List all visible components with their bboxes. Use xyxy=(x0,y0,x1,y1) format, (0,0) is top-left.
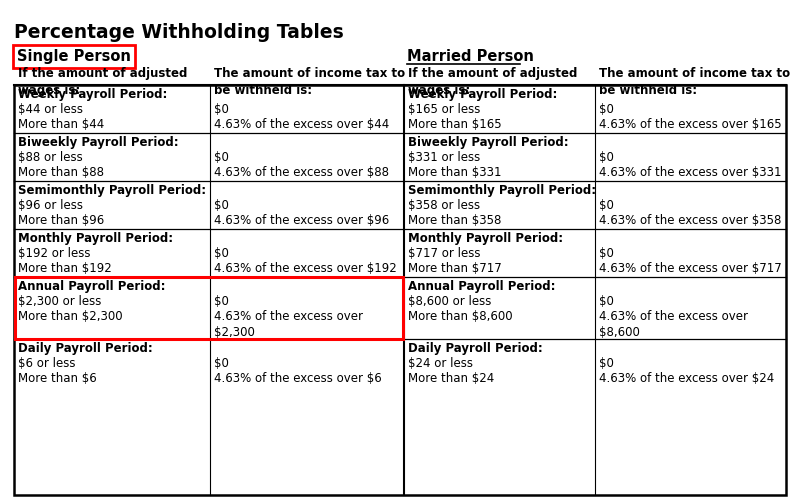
Text: Weekly Payroll Period:: Weekly Payroll Period: xyxy=(408,88,558,101)
Text: $0: $0 xyxy=(599,357,614,370)
Text: Monthly Payroll Period:: Monthly Payroll Period: xyxy=(18,232,173,245)
Text: $6 or less: $6 or less xyxy=(18,357,75,370)
Text: More than $331: More than $331 xyxy=(408,165,502,179)
Text: If the amount of adjusted
wages is:: If the amount of adjusted wages is: xyxy=(18,67,187,97)
Text: $0: $0 xyxy=(214,103,229,116)
Text: $44 or less: $44 or less xyxy=(18,103,83,116)
Text: 4.63% of the excess over
$2,300: 4.63% of the excess over $2,300 xyxy=(214,309,363,339)
Text: $0: $0 xyxy=(214,151,229,164)
Text: 4.63% of the excess over $717: 4.63% of the excess over $717 xyxy=(599,262,782,275)
Text: The amount of income tax to
be withheld is:: The amount of income tax to be withheld … xyxy=(214,67,405,97)
Text: 4.63% of the excess over
$8,600: 4.63% of the excess over $8,600 xyxy=(599,309,748,339)
Text: Semimonthly Payroll Period:: Semimonthly Payroll Period: xyxy=(408,184,596,197)
Text: If the amount of adjusted
wages is:: If the amount of adjusted wages is: xyxy=(408,67,578,97)
Text: Monthly Payroll Period:: Monthly Payroll Period: xyxy=(408,232,563,245)
Text: 4.63% of the excess over $96: 4.63% of the excess over $96 xyxy=(214,213,390,226)
Text: $2,300 or less: $2,300 or less xyxy=(18,295,102,308)
Text: More than $717: More than $717 xyxy=(408,262,502,275)
Text: $0: $0 xyxy=(599,151,614,164)
Text: $88 or less: $88 or less xyxy=(18,151,82,164)
Text: $8,600 or less: $8,600 or less xyxy=(408,295,491,308)
Text: $0: $0 xyxy=(214,357,229,370)
Text: More than $6: More than $6 xyxy=(18,372,97,384)
Text: $0: $0 xyxy=(214,295,229,308)
Text: Single Person: Single Person xyxy=(17,49,131,64)
Text: Married Person: Married Person xyxy=(407,49,534,64)
Text: $165 or less: $165 or less xyxy=(408,103,480,116)
Text: More than $88: More than $88 xyxy=(18,165,104,179)
Text: More than $2,300: More than $2,300 xyxy=(18,309,122,322)
Text: 4.63% of the excess over $358: 4.63% of the excess over $358 xyxy=(599,213,782,226)
Text: 4.63% of the excess over $88: 4.63% of the excess over $88 xyxy=(214,165,389,179)
Text: $0: $0 xyxy=(214,247,229,260)
Text: $0: $0 xyxy=(599,295,614,308)
Text: The amount of income tax to
be withheld is:: The amount of income tax to be withheld … xyxy=(599,67,790,97)
Text: 4.63% of the excess over $6: 4.63% of the excess over $6 xyxy=(214,372,382,384)
Text: $717 or less: $717 or less xyxy=(408,247,481,260)
Text: 4.63% of the excess over $44: 4.63% of the excess over $44 xyxy=(214,118,390,130)
Text: $192 or less: $192 or less xyxy=(18,247,90,260)
Text: $0: $0 xyxy=(599,103,614,116)
Text: 4.63% of the excess over $24: 4.63% of the excess over $24 xyxy=(599,372,774,384)
Text: $96 or less: $96 or less xyxy=(18,199,83,212)
Text: $331 or less: $331 or less xyxy=(408,151,480,164)
Text: 4.63% of the excess over $165: 4.63% of the excess over $165 xyxy=(599,118,782,130)
Text: More than $192: More than $192 xyxy=(18,262,112,275)
Bar xyxy=(15,277,403,339)
Text: $24 or less: $24 or less xyxy=(408,357,473,370)
Text: More than $44: More than $44 xyxy=(18,118,104,130)
Text: Biweekly Payroll Period:: Biweekly Payroll Period: xyxy=(18,136,178,149)
Text: Semimonthly Payroll Period:: Semimonthly Payroll Period: xyxy=(18,184,206,197)
Text: Daily Payroll Period:: Daily Payroll Period: xyxy=(18,342,153,355)
Text: Annual Payroll Period:: Annual Payroll Period: xyxy=(408,280,555,293)
Text: Percentage Withholding Tables: Percentage Withholding Tables xyxy=(14,23,344,42)
Text: $0: $0 xyxy=(599,247,614,260)
Text: Daily Payroll Period:: Daily Payroll Period: xyxy=(408,342,542,355)
Text: Annual Payroll Period:: Annual Payroll Period: xyxy=(18,280,166,293)
Text: 4.63% of the excess over $331: 4.63% of the excess over $331 xyxy=(599,165,782,179)
Text: More than $8,600: More than $8,600 xyxy=(408,309,513,322)
Text: 4.63% of the excess over $192: 4.63% of the excess over $192 xyxy=(214,262,397,275)
Text: More than $358: More than $358 xyxy=(408,213,502,226)
Text: $358 or less: $358 or less xyxy=(408,199,480,212)
Text: $0: $0 xyxy=(214,199,229,212)
Text: Weekly Payroll Period:: Weekly Payroll Period: xyxy=(18,88,167,101)
Text: More than $96: More than $96 xyxy=(18,213,104,226)
Text: $0: $0 xyxy=(599,199,614,212)
Bar xyxy=(14,85,786,495)
Text: More than $24: More than $24 xyxy=(408,372,494,384)
Text: Biweekly Payroll Period:: Biweekly Payroll Period: xyxy=(408,136,569,149)
Text: More than $165: More than $165 xyxy=(408,118,502,130)
